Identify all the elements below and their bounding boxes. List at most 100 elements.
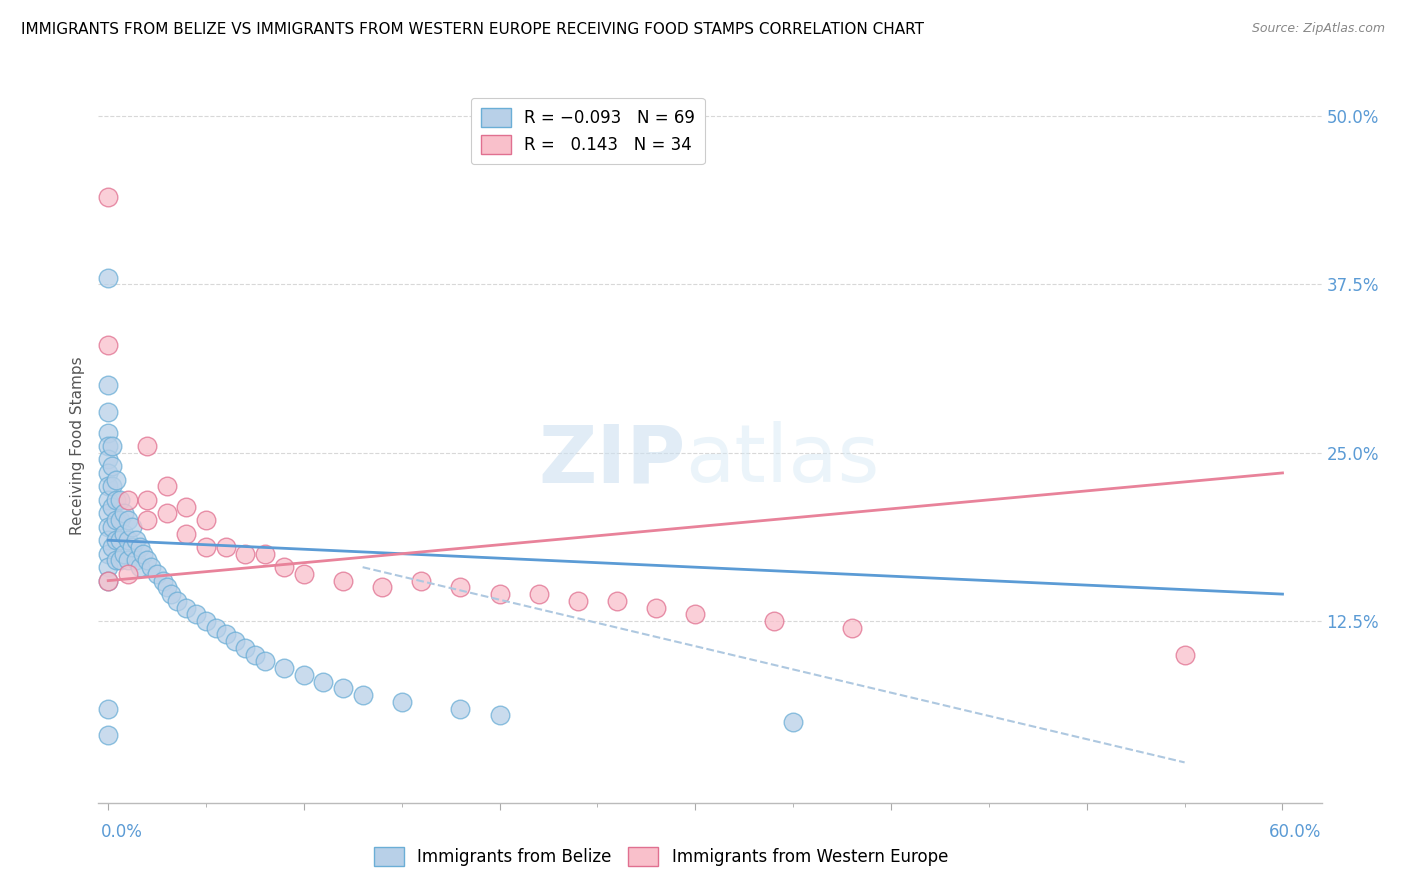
Point bbox=[105, 492, 128, 507]
Text: 0.0%: 0.0% bbox=[101, 822, 143, 840]
Point bbox=[101, 520, 124, 534]
Point bbox=[352, 688, 374, 702]
Point bbox=[782, 714, 804, 729]
Text: Source: ZipAtlas.com: Source: ZipAtlas.com bbox=[1251, 22, 1385, 36]
Point bbox=[371, 580, 394, 594]
Point bbox=[97, 479, 120, 493]
Point bbox=[567, 594, 589, 608]
Point bbox=[108, 513, 131, 527]
Legend: Immigrants from Belize, Immigrants from Western Europe: Immigrants from Belize, Immigrants from … bbox=[367, 840, 955, 873]
Point bbox=[312, 674, 335, 689]
Point bbox=[101, 479, 124, 493]
Point bbox=[195, 614, 218, 628]
Point bbox=[97, 492, 120, 507]
Point bbox=[117, 513, 139, 527]
Point bbox=[205, 621, 228, 635]
Point bbox=[450, 701, 472, 715]
Point bbox=[1174, 648, 1197, 662]
Point bbox=[105, 533, 128, 548]
Point bbox=[156, 479, 179, 493]
Text: 60.0%: 60.0% bbox=[1270, 822, 1322, 840]
Point bbox=[97, 547, 120, 561]
Point bbox=[685, 607, 707, 622]
Point bbox=[606, 594, 628, 608]
Point bbox=[124, 553, 146, 567]
Point bbox=[273, 661, 295, 675]
Point bbox=[108, 533, 131, 548]
Point bbox=[527, 587, 550, 601]
Text: IMMIGRANTS FROM BELIZE VS IMMIGRANTS FROM WESTERN EUROPE RECEIVING FOOD STAMPS C: IMMIGRANTS FROM BELIZE VS IMMIGRANTS FRO… bbox=[21, 22, 924, 37]
Point bbox=[224, 634, 246, 648]
Point bbox=[214, 627, 236, 641]
Point bbox=[97, 405, 120, 419]
Point bbox=[105, 553, 128, 567]
Point bbox=[243, 648, 266, 662]
Point bbox=[233, 547, 256, 561]
Point bbox=[136, 553, 159, 567]
Point bbox=[253, 547, 276, 561]
Point bbox=[152, 574, 174, 588]
Point bbox=[108, 553, 131, 567]
Point bbox=[97, 190, 120, 204]
Point bbox=[136, 513, 159, 527]
Point bbox=[117, 566, 139, 581]
Point bbox=[121, 540, 143, 554]
Point bbox=[141, 560, 163, 574]
Point bbox=[97, 533, 120, 548]
Point bbox=[97, 506, 120, 520]
Point bbox=[97, 425, 120, 440]
Point bbox=[97, 439, 120, 453]
Point bbox=[101, 500, 124, 514]
Point bbox=[253, 655, 276, 669]
Point bbox=[132, 547, 155, 561]
Point bbox=[105, 513, 128, 527]
Point bbox=[841, 621, 863, 635]
Point bbox=[97, 560, 120, 574]
Point bbox=[97, 574, 120, 588]
Point bbox=[160, 587, 183, 601]
Point bbox=[97, 270, 120, 285]
Point bbox=[124, 533, 146, 548]
Point bbox=[391, 695, 413, 709]
Point bbox=[156, 506, 179, 520]
Point bbox=[488, 708, 510, 723]
Text: atlas: atlas bbox=[686, 421, 880, 500]
Point bbox=[117, 492, 139, 507]
Point bbox=[645, 600, 668, 615]
Text: ZIP: ZIP bbox=[538, 421, 686, 500]
Point bbox=[156, 580, 179, 594]
Point bbox=[101, 439, 124, 453]
Point bbox=[121, 520, 143, 534]
Point bbox=[411, 574, 433, 588]
Point bbox=[176, 526, 198, 541]
Point bbox=[488, 587, 510, 601]
Point bbox=[108, 492, 131, 507]
Point bbox=[332, 681, 354, 696]
Point bbox=[97, 729, 120, 743]
Point bbox=[233, 640, 256, 655]
Point bbox=[128, 540, 150, 554]
Point bbox=[117, 553, 139, 567]
Point bbox=[105, 473, 128, 487]
Point bbox=[195, 540, 218, 554]
Point bbox=[112, 526, 135, 541]
Point bbox=[176, 500, 198, 514]
Point bbox=[146, 566, 169, 581]
Point bbox=[762, 614, 785, 628]
Point bbox=[195, 513, 218, 527]
Point bbox=[97, 701, 120, 715]
Point bbox=[112, 506, 135, 520]
Point bbox=[97, 338, 120, 352]
Point bbox=[176, 600, 198, 615]
Y-axis label: Receiving Food Stamps: Receiving Food Stamps bbox=[70, 357, 86, 535]
Point bbox=[273, 560, 295, 574]
Point bbox=[186, 607, 208, 622]
Point bbox=[112, 547, 135, 561]
Point bbox=[136, 492, 159, 507]
Point bbox=[292, 668, 315, 682]
Point bbox=[97, 520, 120, 534]
Point bbox=[128, 560, 150, 574]
Point bbox=[97, 574, 120, 588]
Point bbox=[101, 459, 124, 474]
Point bbox=[97, 466, 120, 480]
